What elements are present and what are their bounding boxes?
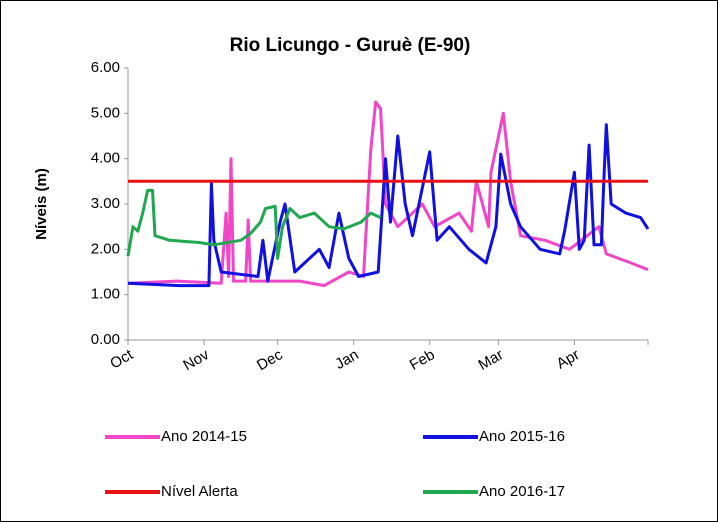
series-line	[126, 188, 382, 260]
y-tick-label: 3.00	[91, 195, 120, 212]
y-tick-label: 0.00	[91, 331, 120, 348]
y-tick-label: 5.00	[91, 104, 120, 121]
y-tick-label: 6.00	[91, 59, 120, 76]
y-axis-label: Níveis (m)	[33, 168, 50, 240]
legend-label: Nível Alerta	[161, 483, 238, 500]
series-line	[127, 123, 650, 288]
legend-label: Ano 2014-15	[161, 428, 247, 445]
chart-title: Rio Licungo - Guruè (E-90)	[230, 35, 471, 56]
y-tick-label: 1.00	[91, 286, 120, 303]
y-tick-label: 4.00	[91, 150, 120, 167]
legend-label: Ano 2015-16	[479, 428, 565, 445]
y-tick-label: 2.00	[91, 240, 120, 257]
legend-label: Ano 2016-17	[479, 483, 565, 500]
